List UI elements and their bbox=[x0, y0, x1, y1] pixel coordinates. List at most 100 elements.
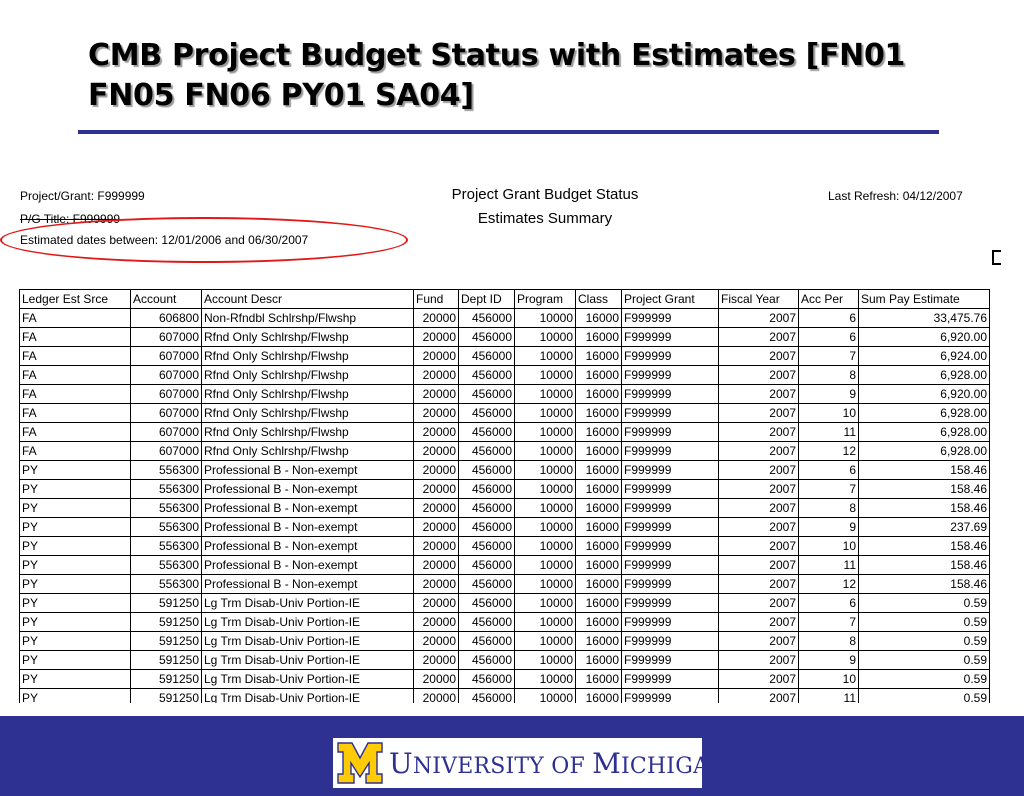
table-cell: F999999 bbox=[621, 498, 719, 518]
table-cell: 607000 bbox=[130, 346, 202, 366]
table-cell: 20000 bbox=[413, 479, 459, 499]
table-cell: 16000 bbox=[575, 441, 622, 461]
table-cell: 6,924.00 bbox=[858, 346, 990, 366]
table-cell: 2007 bbox=[718, 384, 799, 404]
table-cell: 456000 bbox=[458, 669, 515, 689]
table-cell: F999999 bbox=[621, 422, 719, 442]
table-cell: 6 bbox=[798, 460, 859, 480]
table-cell: PY bbox=[19, 517, 131, 537]
table-cell: 591250 bbox=[130, 612, 202, 632]
table-cell: 237.69 bbox=[858, 517, 990, 537]
column-header: Account bbox=[130, 289, 202, 309]
table-cell: F999999 bbox=[621, 384, 719, 404]
table-cell: 6 bbox=[798, 327, 859, 347]
table-cell: F999999 bbox=[621, 536, 719, 556]
table-cell: 16000 bbox=[575, 422, 622, 442]
table-cell: 10000 bbox=[514, 403, 576, 423]
table-cell: 456000 bbox=[458, 555, 515, 575]
table-row: FA 606800 Non-Rfndbl Schlrshp/Flwshp 20000 4… bbox=[19, 308, 990, 328]
table-cell: 16000 bbox=[575, 327, 622, 347]
table-cell: F999999 bbox=[621, 346, 719, 366]
report-title: Project Grant Budget Status bbox=[451, 186, 639, 203]
table-cell: 20000 bbox=[413, 593, 459, 613]
table-cell: 20000 bbox=[413, 574, 459, 594]
corner-bracket-mark bbox=[992, 250, 1001, 265]
table-cell: 456000 bbox=[458, 422, 515, 442]
table-row: PY 556300 Professional B - Non-exempt 20000… bbox=[19, 555, 990, 575]
table-cell: FA bbox=[19, 384, 131, 404]
table-cell: Lg Trm Disab-Univ Portion-IE bbox=[201, 650, 414, 670]
table-cell: Rfnd Only Schlrshp/Flwshp bbox=[201, 346, 414, 366]
table-cell: Rfnd Only Schlrshp/Flwshp bbox=[201, 384, 414, 404]
table-cell: PY bbox=[19, 650, 131, 670]
column-header: Class bbox=[575, 289, 622, 309]
table-cell: F999999 bbox=[621, 308, 719, 328]
table-row: PY 591250 Lg Trm Disab-Univ Portion-IE 2000… bbox=[19, 612, 990, 632]
table-header-row: Ledger Est Srce Account Account Descr Fund D… bbox=[19, 289, 990, 309]
table-cell: 456000 bbox=[458, 593, 515, 613]
table-cell: 16000 bbox=[575, 555, 622, 575]
table-cell: 2007 bbox=[718, 593, 799, 613]
table-cell: 2007 bbox=[718, 498, 799, 518]
table-cell: 10000 bbox=[514, 460, 576, 480]
table-cell: F999999 bbox=[621, 441, 719, 461]
table-cell: Lg Trm Disab-Univ Portion-IE bbox=[201, 688, 414, 703]
table-cell: 456000 bbox=[458, 346, 515, 366]
table-cell: 456000 bbox=[458, 536, 515, 556]
table-cell: 11 bbox=[798, 555, 859, 575]
table-cell: 2007 bbox=[718, 612, 799, 632]
table-cell: 2007 bbox=[718, 403, 799, 423]
table-cell: 456000 bbox=[458, 650, 515, 670]
table-cell: Professional B - Non-exempt bbox=[201, 517, 414, 537]
table-cell: 10000 bbox=[514, 574, 576, 594]
table-cell: 556300 bbox=[130, 574, 202, 594]
table-cell: 6,928.00 bbox=[858, 422, 990, 442]
table-cell: FA bbox=[19, 308, 131, 328]
table-cell: 456000 bbox=[458, 612, 515, 632]
table-cell: 607000 bbox=[130, 365, 202, 385]
table-row: FA 607000 Rfnd Only Schlrshp/Flwshp 20000 45… bbox=[19, 441, 990, 461]
table-cell: 10000 bbox=[514, 669, 576, 689]
table-cell: 10000 bbox=[514, 346, 576, 366]
table-cell: 456000 bbox=[458, 574, 515, 594]
table-cell: 2007 bbox=[718, 517, 799, 537]
table-row: PY 556300 Professional B - Non-exempt 20000… bbox=[19, 479, 990, 499]
table-cell: 2007 bbox=[718, 555, 799, 575]
table-cell: 556300 bbox=[130, 536, 202, 556]
table-cell: 6,920.00 bbox=[858, 327, 990, 347]
table-cell: 16000 bbox=[575, 384, 622, 404]
table-cell: 607000 bbox=[130, 384, 202, 404]
table-cell: 12 bbox=[798, 441, 859, 461]
table-cell: 158.46 bbox=[858, 536, 990, 556]
table-cell: 16000 bbox=[575, 498, 622, 518]
table-row: PY 556300 Professional B - Non-exempt 20000… bbox=[19, 517, 990, 537]
table-cell: 10000 bbox=[514, 365, 576, 385]
table-cell: 20000 bbox=[413, 460, 459, 480]
table-cell: 10 bbox=[798, 536, 859, 556]
table-cell: 16000 bbox=[575, 403, 622, 423]
table-cell: 2007 bbox=[718, 574, 799, 594]
table-cell: 456000 bbox=[458, 441, 515, 461]
table-cell: PY bbox=[19, 536, 131, 556]
table-cell: 8 bbox=[798, 365, 859, 385]
column-header: Dept ID bbox=[458, 289, 515, 309]
table-cell: 607000 bbox=[130, 441, 202, 461]
table-cell: 10000 bbox=[514, 612, 576, 632]
table-cell: Rfnd Only Schlrshp/Flwshp bbox=[201, 422, 414, 442]
table-cell: 0.59 bbox=[858, 593, 990, 613]
table-cell: F999999 bbox=[621, 688, 719, 703]
table-cell: 456000 bbox=[458, 403, 515, 423]
table-cell: 10000 bbox=[514, 422, 576, 442]
table-cell: F999999 bbox=[621, 650, 719, 670]
table-cell: 2007 bbox=[718, 479, 799, 499]
table-cell: 16000 bbox=[575, 365, 622, 385]
table-cell: 20000 bbox=[413, 384, 459, 404]
column-header: Fund bbox=[413, 289, 459, 309]
table-row: FA 607000 Rfnd Only Schlrshp/Flwshp 20000 45… bbox=[19, 365, 990, 385]
table-cell: 7 bbox=[798, 346, 859, 366]
table-cell: 7 bbox=[798, 612, 859, 632]
table-row: FA 607000 Rfnd Only Schlrshp/Flwshp 20000 45… bbox=[19, 403, 990, 423]
table-cell: 16000 bbox=[575, 308, 622, 328]
table-row: FA 607000 Rfnd Only Schlrshp/Flwshp 20000 45… bbox=[19, 384, 990, 404]
table-cell: 20000 bbox=[413, 631, 459, 651]
